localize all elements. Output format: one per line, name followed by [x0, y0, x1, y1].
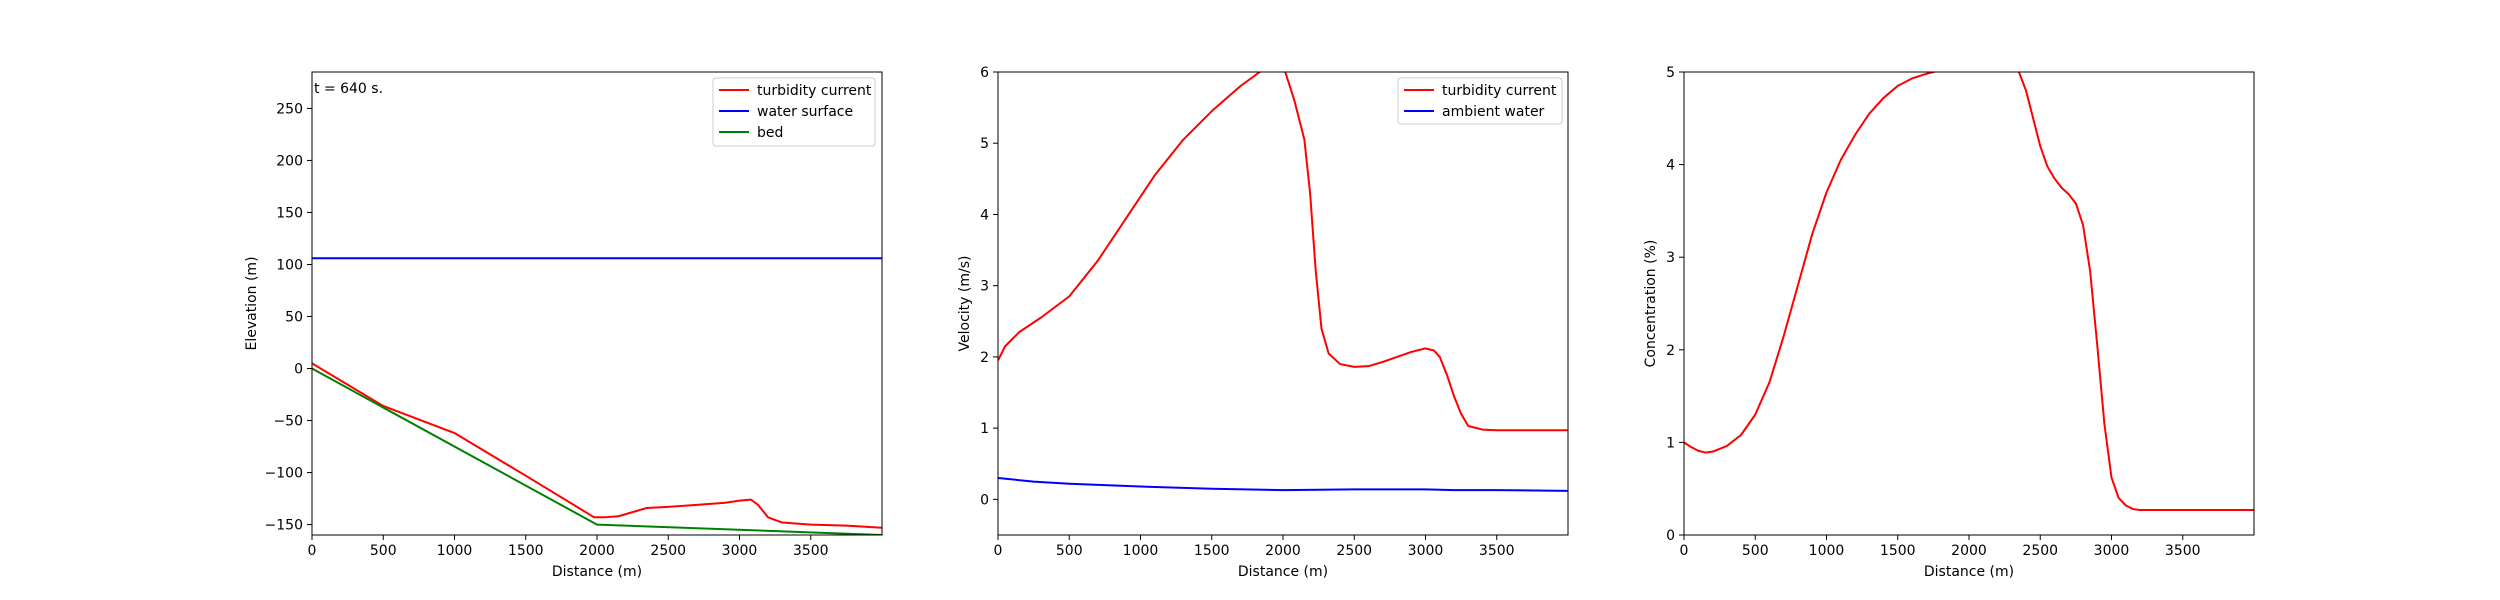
velocity-x-tick-label: 1000 — [1123, 543, 1159, 559]
elevation-y-tick-label: 100 — [276, 257, 303, 273]
velocity-y-tick-label: 1 — [980, 421, 989, 437]
elevation-y-tick-label: 0 — [294, 362, 303, 378]
elevation-y-tick-label: 200 — [276, 153, 303, 169]
velocity-x-tick-label: 3000 — [1408, 543, 1444, 559]
elevation-y-tick-label: 250 — [276, 101, 303, 117]
velocity-legend-label-turbidity: turbidity current — [1442, 83, 1557, 99]
velocity-x-axis-label: Distance (m) — [1238, 564, 1328, 580]
velocity-legend-box — [1397, 77, 1563, 125]
concentration-panel: 0 500 1000 1500 2000 2500 3000 3500 0 1 2 3 4 5 Dista… — [1643, 65, 2255, 580]
concentration-y-tick-label: 0 — [1666, 528, 1675, 544]
elevation-legend-label-bed: bed — [757, 125, 783, 141]
velocity-x-tick-label: 3500 — [1479, 543, 1515, 559]
elevation-panel: 0 500 1000 1500 2000 2500 3000 3500 −150 −100 −50 0… — [244, 71, 883, 580]
elevation-legend-label-turbidity: turbidity current — [757, 83, 872, 99]
velocity-x-tick-label: 0 — [994, 543, 1003, 559]
velocity-y-axis-label: Velocity (m/s) — [957, 256, 973, 352]
concentration-plot-area — [1684, 72, 2254, 511]
elevation-x-tick-label: 500 — [370, 543, 397, 559]
elevation-legend: turbidity current water surface bed — [712, 77, 876, 147]
concentration-x-tick-label: 0 — [1680, 543, 1689, 559]
concentration-y-tick-label: 5 — [1666, 65, 1675, 81]
velocity-ambient-water-line — [998, 477, 1568, 492]
elevation-legend-box — [712, 77, 876, 147]
elevation-x-tick-label: 1000 — [437, 543, 473, 559]
velocity-plot-area — [998, 72, 1568, 492]
elevation-x-tick-label: 3000 — [722, 543, 758, 559]
concentration-x-tick-label: 3000 — [2094, 543, 2130, 559]
elevation-x-tick-label: 3500 — [793, 543, 829, 559]
velocity-y-tick-label: 2 — [980, 350, 989, 366]
concentration-y-tick-label: 2 — [1666, 343, 1675, 359]
velocity-tick-marks: 0 500 1000 1500 2000 2500 3000 3500 0 1 2 3 4 5 6 — [980, 65, 1514, 559]
elevation-y-tick-label: −100 — [265, 466, 303, 482]
velocity-legend-label-ambient: ambient water — [1442, 104, 1545, 120]
concentration-axes-frame — [1683, 71, 2255, 536]
elevation-y-tick-label: −50 — [273, 414, 303, 430]
elevation-plot-area — [312, 257, 882, 535]
concentration-x-tick-label: 500 — [1742, 543, 1769, 559]
velocity-y-tick-label: 4 — [980, 207, 989, 223]
concentration-x-tick-label: 1500 — [1880, 543, 1916, 559]
concentration-x-tick-label: 2500 — [2022, 543, 2058, 559]
elevation-y-tick-label: −150 — [265, 518, 303, 534]
concentration-x-axis-label: Distance (m) — [1924, 564, 2014, 580]
velocity-x-tick-label: 2500 — [1336, 543, 1372, 559]
velocity-turbidity-current-line — [998, 72, 1568, 432]
velocity-y-tick-label: 6 — [980, 65, 989, 81]
elevation-tick-marks: 0 500 1000 1500 2000 2500 3000 3500 −150 −100 −50 0… — [265, 101, 829, 559]
velocity-y-tick-label: 5 — [980, 136, 989, 152]
velocity-x-tick-label: 2000 — [1265, 543, 1301, 559]
concentration-series-line — [1684, 72, 2254, 511]
elevation-bed-line — [312, 367, 882, 535]
elevation-x-tick-label: 1500 — [508, 543, 544, 559]
elevation-y-axis-label: Elevation (m) — [244, 256, 260, 350]
elevation-x-tick-label: 2500 — [650, 543, 686, 559]
elevation-x-axis-label: Distance (m) — [552, 564, 642, 580]
concentration-x-tick-label: 1000 — [1809, 543, 1845, 559]
concentration-y-tick-label: 4 — [1666, 158, 1675, 174]
velocity-y-tick-label: 3 — [980, 279, 989, 295]
velocity-legend: turbidity current ambient water — [1397, 77, 1563, 125]
concentration-y-tick-label: 1 — [1666, 435, 1675, 451]
elevation-y-tick-label: 50 — [285, 310, 303, 326]
elevation-x-tick-label: 2000 — [579, 543, 615, 559]
elevation-x-tick-label: 0 — [308, 543, 317, 559]
velocity-x-tick-label: 500 — [1056, 543, 1083, 559]
concentration-y-axis-label: Concentration (%) — [1643, 240, 1659, 368]
concentration-x-tick-label: 3500 — [2165, 543, 2201, 559]
velocity-axes-frame — [997, 71, 1569, 536]
elevation-axes-frame — [311, 71, 883, 536]
velocity-y-tick-label: 0 — [980, 492, 989, 508]
elevation-turbidity-current-line — [312, 362, 882, 529]
concentration-y-tick-label: 3 — [1666, 250, 1675, 266]
elevation-y-tick-label: 150 — [276, 205, 303, 221]
elevation-time-annotation: t = 640 s. — [314, 81, 383, 97]
elevation-legend-label-water-surface: water surface — [757, 104, 853, 120]
velocity-x-tick-label: 1500 — [1194, 543, 1230, 559]
concentration-tick-marks: 0 500 1000 1500 2000 2500 3000 3500 0 1 2 3 4 5 — [1666, 65, 2200, 559]
concentration-x-tick-label: 2000 — [1951, 543, 1987, 559]
velocity-panel: 0 500 1000 1500 2000 2500 3000 3500 0 1 2 3 4 5 6 Dist… — [957, 65, 1569, 580]
